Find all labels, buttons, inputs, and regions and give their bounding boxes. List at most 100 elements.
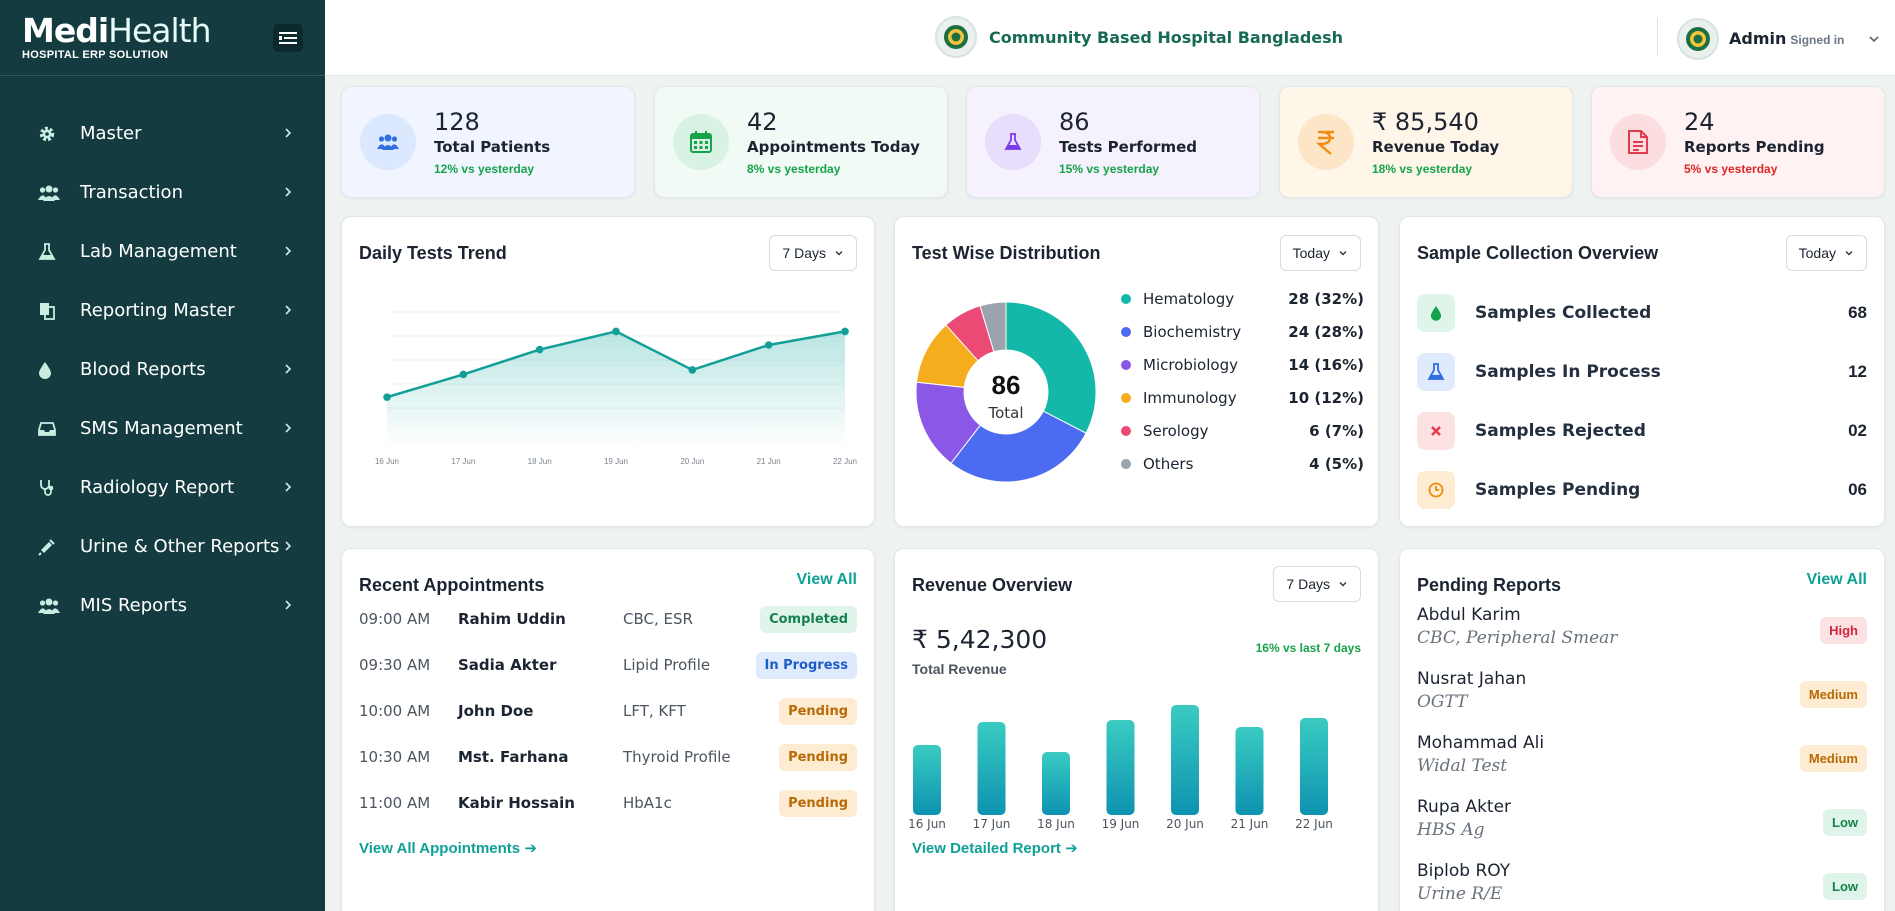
hospital-info: Community Based Hospital Bangladesh [935,16,1343,58]
trend-range-dropdown[interactable]: 7 Days [769,235,857,271]
chevron-down-icon [1845,251,1853,256]
distribution-range-dropdown[interactable]: Today [1279,235,1361,271]
test-name: Urine R/E [1417,884,1503,904]
sidebar-item-sms-management[interactable]: SMS Management [0,399,325,458]
bar-chart: 16 Jun 17 Jun 18 Jun 19 Jun 20 Jun 21 Jun 22 J… [908,705,1333,831]
table-row[interactable]: 10:30 AM Mst. Farhana Thyroid Profile Pendi… [359,739,857,775]
sidebar-item-label: SMS Management [80,418,243,439]
x-icon [1417,412,1455,450]
table-row[interactable]: 09:00 AM Rahim Uddin CBC, ESR Completed [359,601,857,637]
panel-title: Revenue Overview [912,575,1073,595]
user-status: Signed in [1790,33,1845,47]
pie-slice-biochemistry [950,410,1087,483]
stat-change: 15% vs yesterday [1059,162,1160,176]
list-item[interactable]: Mohammad Ali Widal Test Medium [1417,733,1867,785]
brand-subtitle: HOSPITAL ERP SOLUTION [22,49,169,61]
sidebar-item-label: Radiology Report [80,477,235,498]
legend-dot [1121,359,1131,370]
data-point [688,366,697,374]
sidebar-item-label: Master [80,123,142,144]
patient-name: Nusrat Jahan [1417,669,1527,689]
chevron-down-icon [1339,251,1347,256]
stat-text: ₹ 85,540 Revenue Today 18% vs yesterday [1372,108,1499,176]
bar [1106,720,1135,815]
test-name: Thyroid Profile [623,748,731,766]
revenue-range-dropdown[interactable]: 7 Days [1273,566,1361,602]
list-item[interactable]: Biplob ROY Urine R/E Low [1417,861,1867,911]
menu-toggle-button[interactable] [273,24,303,52]
sample-row: Samples In Process 12 [1417,352,1867,392]
test-name: CBC, ESR [623,610,693,628]
priority-badge: Low [1823,873,1867,900]
arrow-right-icon: ➔ [524,840,537,857]
data-point [764,341,773,349]
legend-value: 24 (28%) [1288,322,1364,341]
sidebar: MediHealth HOSPITAL ERP SOLUTION Master T… [0,0,325,911]
sidebar-item-urine-other-reports[interactable]: Urine & Other Reports [0,517,325,576]
legend-value: 10 (12%) [1288,388,1364,407]
samples-range-dropdown[interactable]: Today [1785,235,1867,271]
calendar-icon [673,114,729,170]
sidebar-item-label: Blood Reports [80,359,206,380]
status-badge: Pending [779,697,857,725]
table-row[interactable]: 10:00 AM John Doe LFT, KFT Pending [359,693,857,729]
legend-value: 6 (7%) [1309,421,1364,440]
user-menu[interactable]: Admin Signed in [1677,18,1880,60]
stat-value: ₹ 85,540 [1372,108,1479,136]
pending-reports-view-all-link[interactable]: View All [1806,571,1867,588]
legend-item: Microbiology 14 (16%) [1121,348,1364,381]
x-tick-label: 16 Jun [908,817,946,831]
patient-name: Abdul Karim [1417,605,1521,625]
link-label: View All Appointments [359,840,521,857]
sample-value: 02 [1848,421,1867,440]
legend-item: Others 4 (5%) [1121,447,1364,480]
bar [1235,727,1264,815]
sidebar-item-reporting-master[interactable]: Reporting Master [0,281,325,340]
chevron-down-icon [1339,582,1347,587]
legend-value: 28 (32%) [1288,289,1364,308]
users-icon [360,114,416,170]
sidebar-item-radiology-report[interactable]: Radiology Report [0,458,325,517]
appointment-time: 09:00 AM [359,610,431,628]
stat-value: 128 [434,108,480,136]
legend-name: Serology [1143,421,1209,440]
sidebar-item-blood-reports[interactable]: Blood Reports [0,340,325,399]
sidebar-item-mis-reports[interactable]: MIS Reports [0,576,325,635]
sample-row: Samples Pending 06 [1417,470,1867,510]
x-tick-label: 17 Jun [451,457,475,466]
x-tick-label: 22 Jun [1295,817,1333,831]
legend-dot [1121,392,1131,403]
pending-reports-card: Pending Reports View All Abdul Karim CBC,… [1399,548,1885,911]
sidebar-item-label: Transaction [80,182,183,203]
view-detailed-report-link[interactable]: View Detailed Report ➔ [912,839,1078,857]
test-name: HbA1c [623,794,672,812]
stat-card-total-patients: 128 Total Patients 12% vs yesterday [341,86,635,198]
legend-name: Immunology [1143,388,1237,407]
test-name: Widal Test [1417,756,1508,776]
table-row[interactable]: 11:00 AM Kabir Hossain HbA1c Pending [359,785,857,821]
panel-title: Pending Reports [1417,575,1562,595]
list-item[interactable]: Rupa Akter HBS Ag Low [1417,797,1867,849]
stat-text: 86 Tests Performed 15% vs yesterday [1059,108,1197,176]
list-item[interactable]: Abdul Karim CBC, Peripheral Smear High [1417,605,1867,657]
stat-label: Tests Performed [1059,138,1197,156]
patient-name: Mst. Farhana [458,748,569,766]
legend-name: Microbiology [1143,355,1238,374]
sidebar-item-lab-management[interactable]: Lab Management [0,222,325,281]
sample-label: Samples Pending [1475,480,1641,500]
user-name: Admin [1729,29,1787,48]
flask-icon [985,114,1041,170]
chevron-down-icon [1869,36,1879,43]
appointments-view-all-link[interactable]: View All [796,571,857,588]
x-tick-label: 20 Jun [680,457,704,466]
header-divider [1657,18,1658,56]
dropdown-value: Today [1292,245,1330,261]
data-point [535,345,544,354]
view-all-appointments-link[interactable]: View All Appointments ➔ [359,839,537,857]
table-row[interactable]: 09:30 AM Sadia Akter Lipid Profile In Progr… [359,647,857,683]
sidebar-item-master[interactable]: Master [0,104,325,163]
sample-row: Samples Collected 68 [1417,293,1867,333]
list-item[interactable]: Nusrat Jahan OGTT Medium [1417,669,1867,721]
sidebar-item-transaction[interactable]: Transaction [0,163,325,222]
legend-item: Immunology 10 (12%) [1121,381,1364,414]
